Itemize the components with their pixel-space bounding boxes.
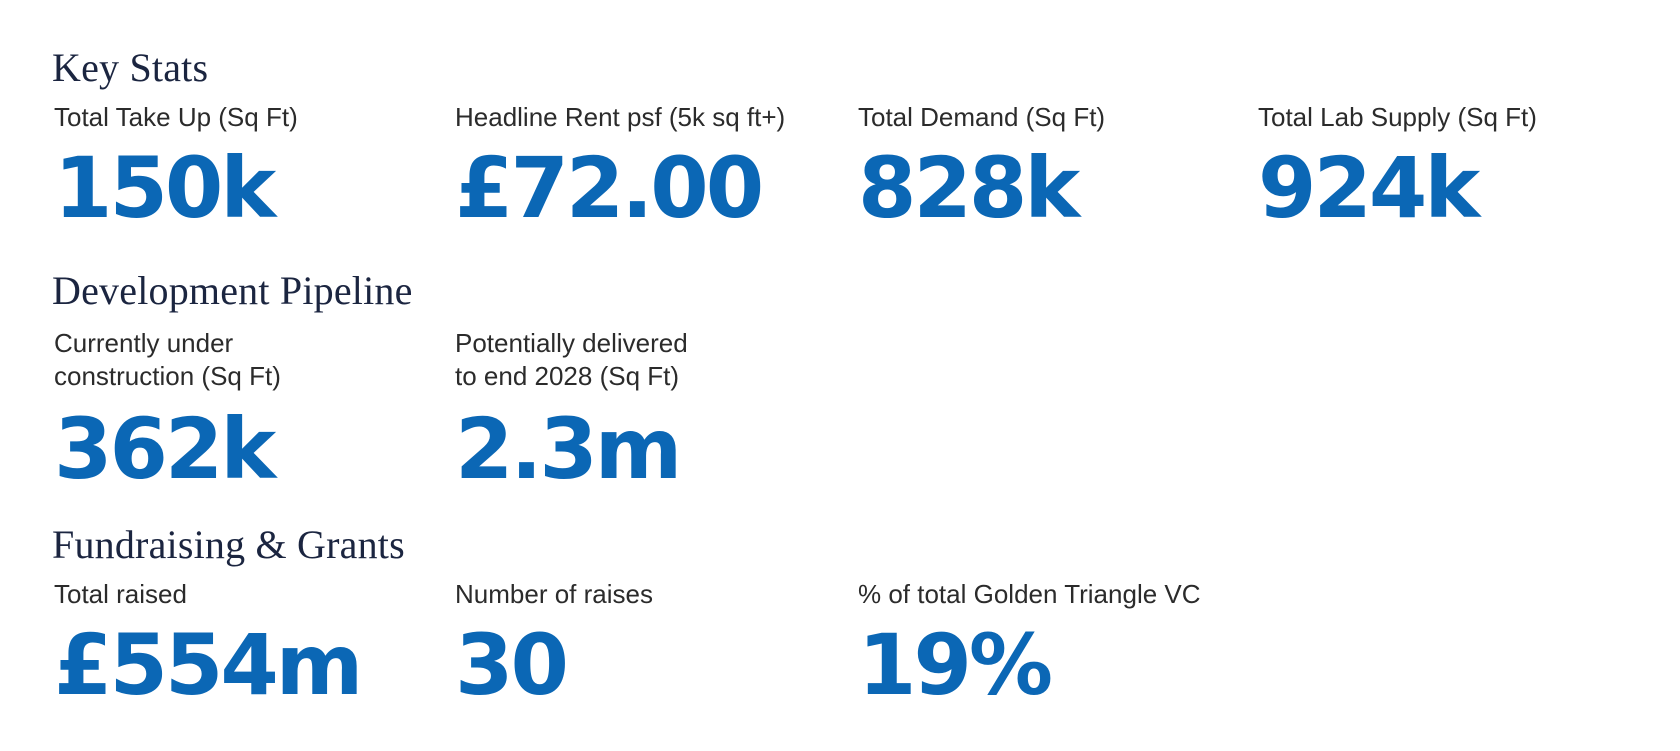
stat-potentially-delivered: Potentially delivered to end 2028 (Sq Ft…	[455, 327, 688, 491]
stat-total-take-up: Total Take Up (Sq Ft) 150k	[54, 101, 298, 230]
stat-label: % of total Golden Triangle VC	[858, 579, 1201, 609]
stat-value: 362k	[54, 400, 276, 498]
section-title-development-pipeline: Development Pipeline	[52, 268, 413, 313]
stat-value: £72.00	[455, 139, 764, 237]
stat-label-line1: Potentially delivered	[455, 328, 688, 358]
stat-number-of-raises: Number of raises 30	[455, 578, 653, 707]
stat-total-demand: Total Demand (Sq Ft) 828k	[858, 101, 1105, 230]
stat-total-lab-supply: Total Lab Supply (Sq Ft) 924k	[1258, 101, 1537, 230]
stat-value: 19%	[858, 616, 1053, 714]
stat-label: Total Take Up (Sq Ft)	[54, 102, 298, 132]
stat-label: Total raised	[54, 579, 187, 609]
stat-headline-rent: Headline Rent psf (5k sq ft+) £72.00	[455, 101, 785, 230]
stat-under-construction: Currently under construction (Sq Ft) 362…	[54, 327, 281, 491]
section-title-fundraising-grants: Fundraising & Grants	[52, 522, 405, 567]
stat-label: Total Lab Supply (Sq Ft)	[1258, 102, 1537, 132]
stat-label-line1: Currently under	[54, 328, 234, 358]
stat-label-line2: construction (Sq Ft)	[54, 361, 281, 391]
stat-label-line2: to end 2028 (Sq Ft)	[455, 361, 680, 391]
stat-label: Number of raises	[455, 579, 653, 609]
stat-total-raised: Total raised £554m	[54, 578, 363, 714]
stat-value: 2.3m	[455, 400, 682, 498]
stat-value: £554m	[54, 616, 363, 714]
stat-value: 924k	[1258, 139, 1480, 237]
stat-percent-golden-triangle-vc: % of total Golden Triangle VC 19%	[858, 578, 1201, 707]
stat-value: 30	[455, 616, 569, 714]
section-title-key-stats: Key Stats	[52, 45, 209, 90]
stat-value: 150k	[54, 139, 276, 237]
stat-label: Headline Rent psf (5k sq ft+)	[455, 102, 786, 132]
stat-label: Total Demand (Sq Ft)	[858, 102, 1106, 132]
stat-value: 828k	[858, 139, 1080, 237]
